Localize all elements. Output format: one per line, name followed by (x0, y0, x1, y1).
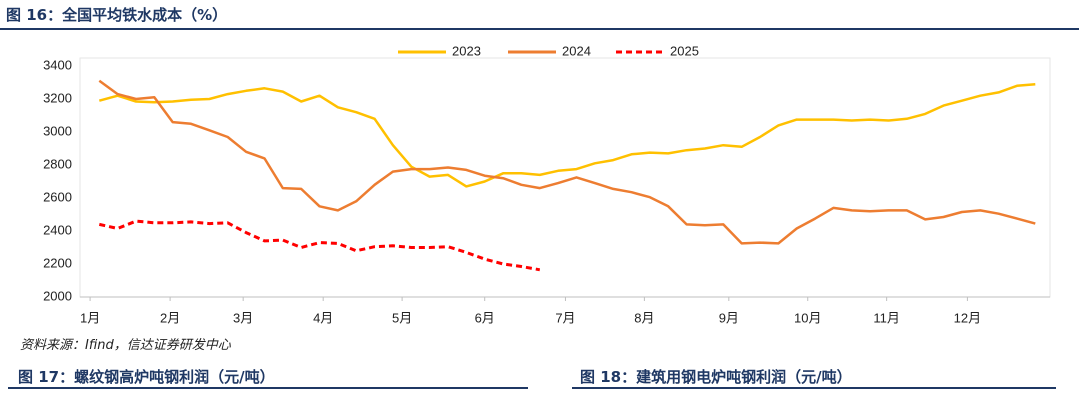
y-tick-label: 3400 (43, 57, 72, 72)
y-tick-label: 2800 (43, 156, 72, 171)
x-tick-label: 10月 (794, 310, 821, 325)
y-tick-label: 2000 (43, 288, 72, 303)
series-line (98, 219, 541, 272)
x-tick-label: 1月 (80, 310, 100, 325)
y-tick-label: 3200 (43, 90, 72, 105)
x-tick-label: 4月 (313, 310, 333, 325)
legend-label: 2023 (452, 43, 481, 58)
y-tick-label: 2200 (43, 255, 72, 270)
legend-label: 2024 (562, 43, 591, 58)
y-tick-label: 3000 (43, 123, 72, 138)
legend-label: 2025 (670, 43, 699, 58)
x-tick-label: 3月 (233, 310, 253, 325)
x-tick-label: 5月 (392, 310, 412, 325)
figure-title: 图 16：全国平均铁水成本（%） (6, 6, 228, 24)
rule (8, 387, 528, 389)
figure-caption: 图 17：螺纹钢高炉吨钢利润（元/吨） (18, 368, 275, 386)
rule (0, 28, 1079, 30)
x-tick-label: 11月 (873, 310, 900, 325)
figure-caption: 图 18：建筑用钢电炉吨钢利润（元/吨） (580, 368, 852, 386)
source-note: 资料来源：Ifind，信达证券研发中心 (20, 338, 231, 353)
y-tick-label: 2600 (43, 189, 72, 204)
y-tick-label: 2400 (43, 222, 72, 237)
x-tick-label: 9月 (719, 310, 739, 325)
x-tick-label: 2月 (160, 310, 180, 325)
x-tick-label: 6月 (475, 310, 495, 325)
chart: 2000 2200 2400 2600 2800 3000 3200 3400 1月 2月 3月 4月… (43, 43, 1051, 325)
rule (572, 387, 1056, 389)
series-line (98, 79, 1036, 245)
series-line (98, 82, 1036, 188)
x-tick-label: 12月 (954, 310, 981, 325)
x-tick-label: 7月 (555, 310, 575, 325)
x-tick-label: 8月 (634, 310, 654, 325)
